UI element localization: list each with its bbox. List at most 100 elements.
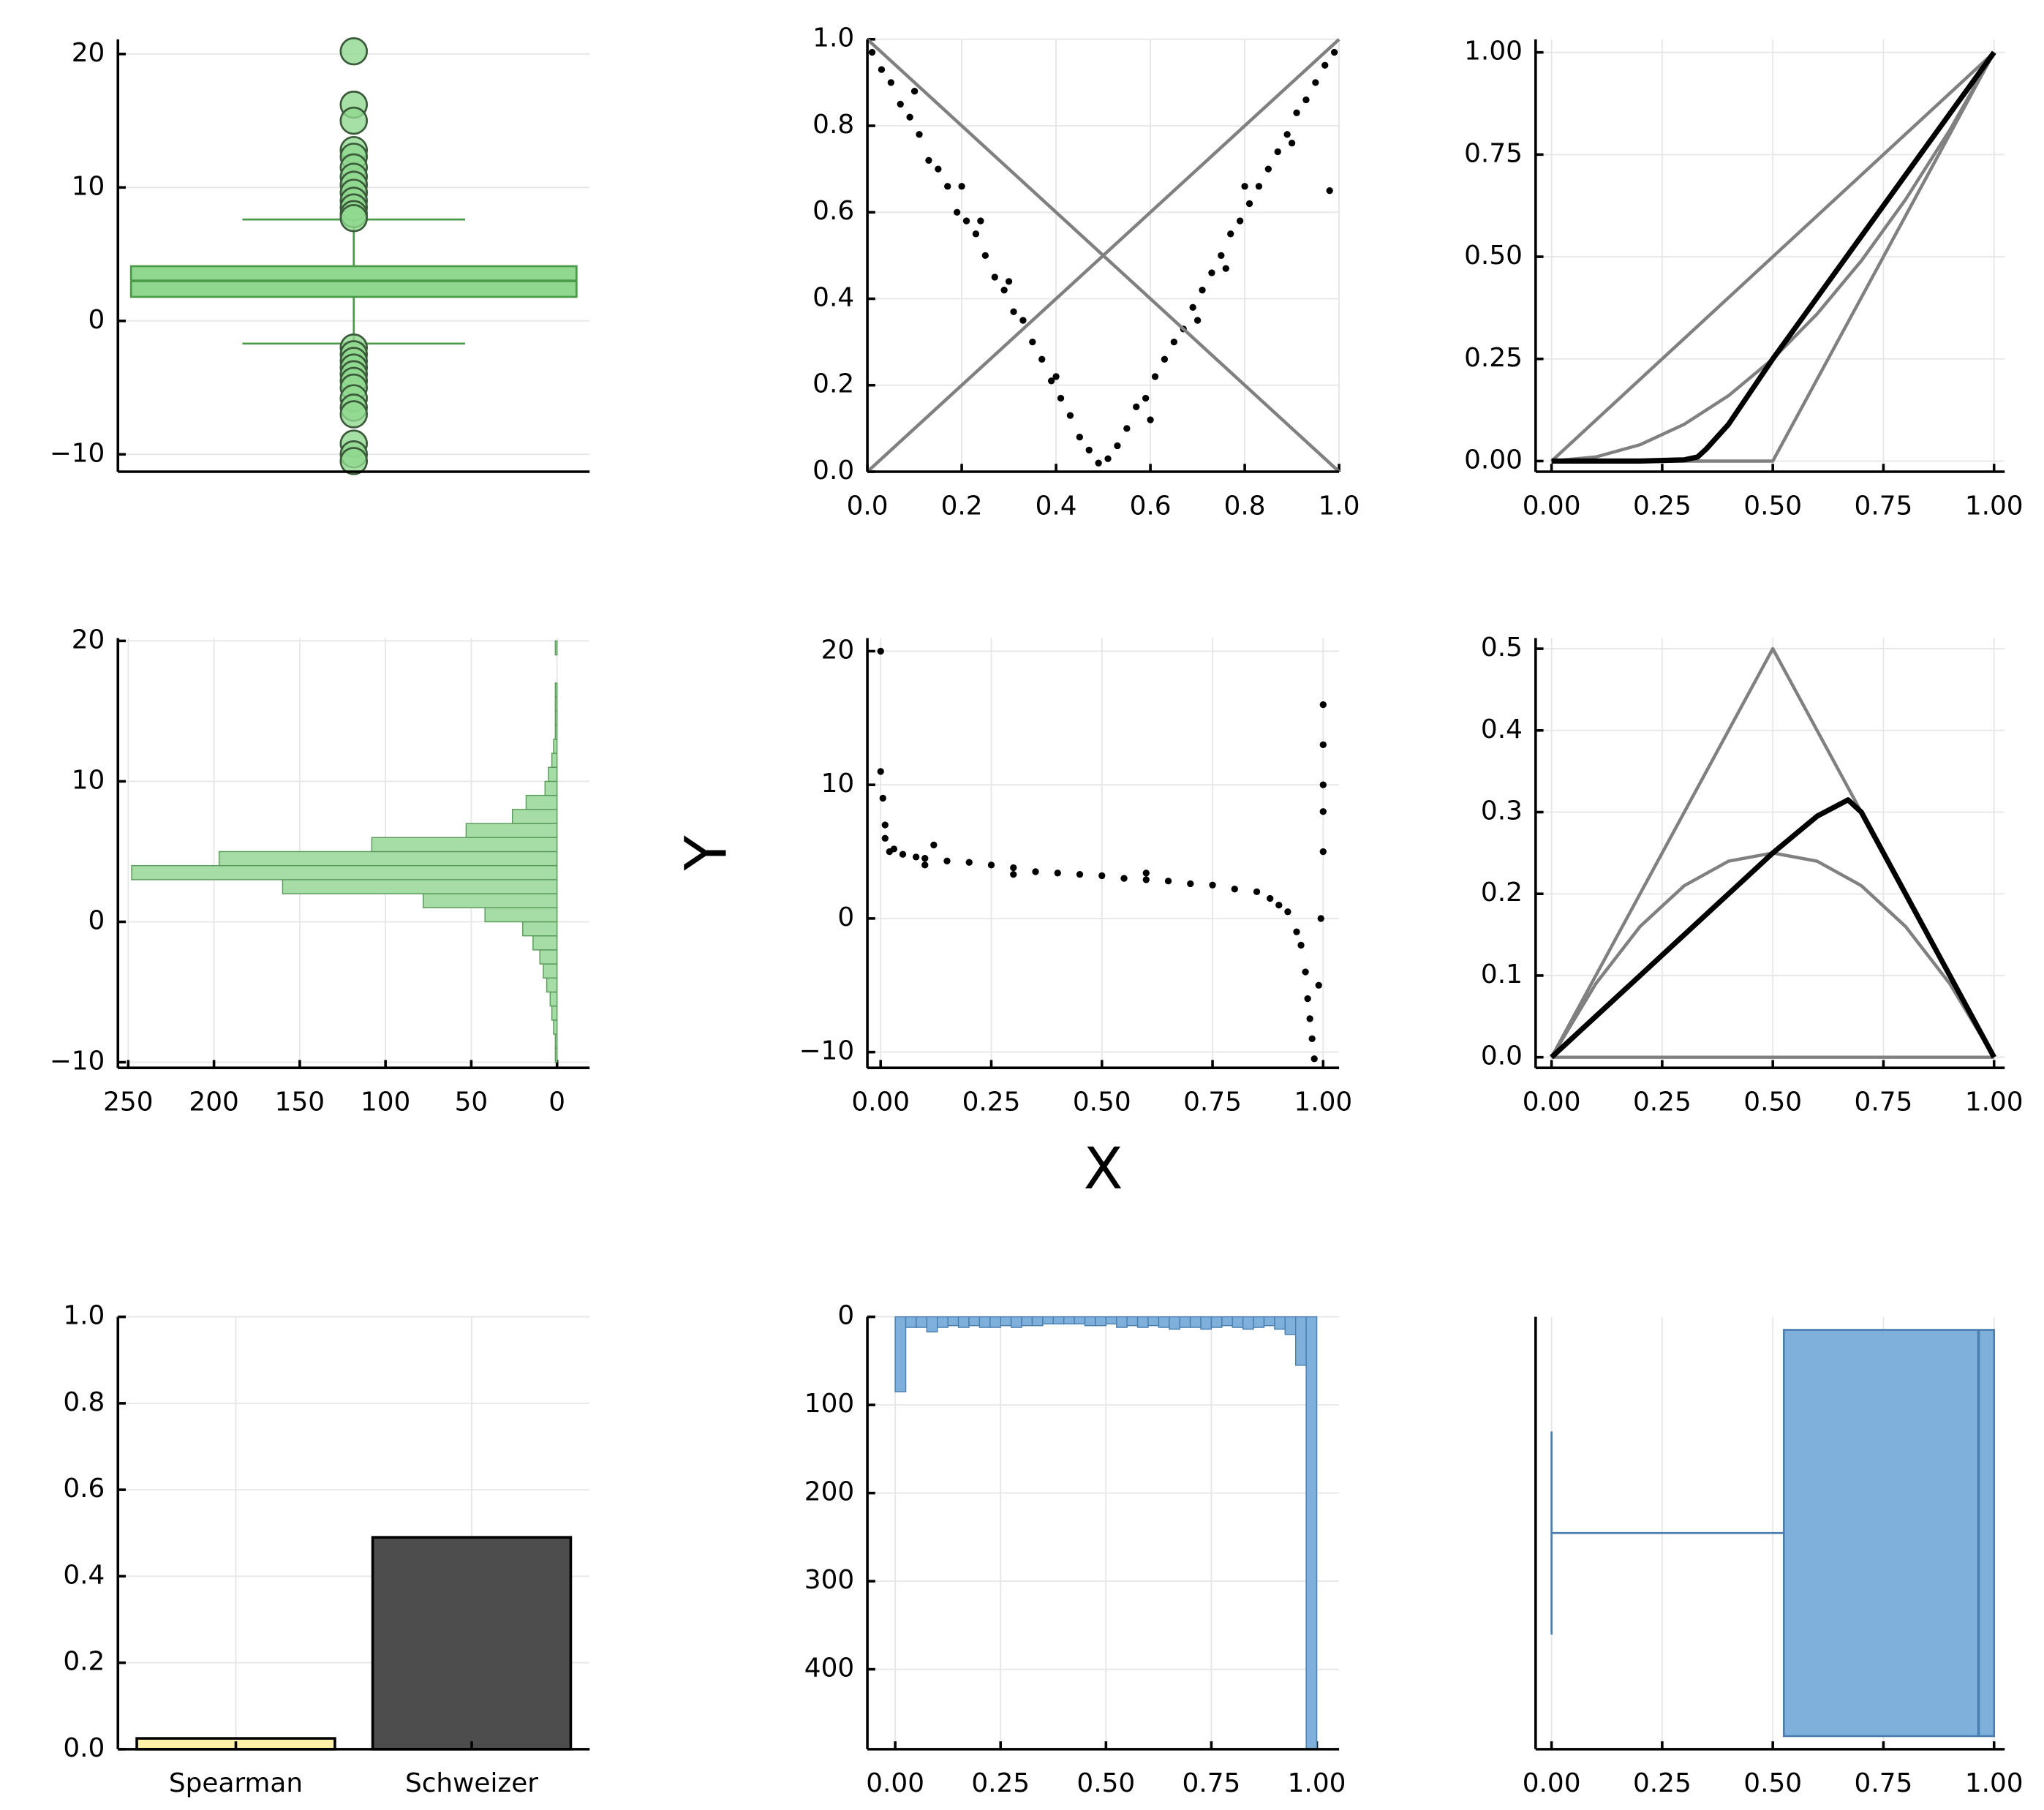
bar [926,1316,938,1332]
bar [1021,1316,1033,1327]
bar [1126,1316,1139,1327]
point [987,861,995,869]
y-tick-label: 0.75 [1464,138,1523,168]
point [965,859,973,866]
point [1085,446,1093,454]
x-tick-label: 1.00 [1965,1768,2024,1798]
point [1052,373,1060,380]
bar [905,1316,917,1328]
bar [1253,1316,1265,1328]
x-tick-label: 0.6 [1130,491,1172,521]
point [1222,265,1229,272]
bar [1189,1316,1202,1328]
x-tick-label: 0.25 [1633,1087,1692,1117]
bar [544,780,558,796]
bar [554,1047,558,1063]
y-tick-label: 0.5 [1481,633,1523,663]
y-tick-label: 0.0 [63,1733,105,1763]
x-tick-label: 0.50 [1076,1768,1135,1798]
bar [1105,1316,1117,1324]
point [890,845,898,853]
y-tick-label: 0 [837,902,854,932]
bar [947,1316,959,1327]
y-tick-label: 1.00 [1464,37,1523,67]
point [1236,217,1244,225]
x-tick-label: 0 [548,1087,565,1117]
x-tick-label: 0.00 [866,1768,924,1798]
point [935,165,942,173]
point [921,855,929,862]
y-tick-label: 100 [804,1389,854,1419]
bar [1031,1316,1044,1327]
y-tick-label: 0.2 [812,369,854,399]
point [1142,394,1150,402]
point [1104,455,1112,462]
x-tick-label: 0.25 [1633,1768,1692,1798]
bar [1158,1316,1170,1328]
y-tick-label: 0 [88,305,105,335]
y-tick-label: 10 [821,769,855,799]
bar [543,963,558,979]
bar [1210,1316,1223,1328]
bar [218,851,558,867]
bar [423,893,558,908]
bar [1263,1316,1275,1327]
bar [968,1316,981,1327]
point [1304,995,1311,1003]
point [991,274,998,281]
point [1319,808,1327,815]
y-tick-label: 200 [804,1477,854,1507]
point [1267,894,1274,902]
bar [957,1316,970,1328]
x-tick-label: 1.00 [1965,1087,2024,1117]
bar [554,682,558,698]
point [972,230,980,238]
x-tick-label: 1.00 [1288,1768,1346,1798]
y-tick-label: 20 [72,625,105,655]
y-tick-label: −10 [799,1036,855,1066]
point [1038,355,1046,363]
bar [539,949,558,965]
x-tick-label: 0.75 [1183,1087,1242,1117]
bar [1274,1316,1286,1330]
bar [1116,1316,1128,1328]
point [1319,701,1327,709]
point [1151,373,1159,380]
x-tick-label: Schweizer [405,1768,538,1798]
point [1010,870,1017,878]
y-tick-label: 20 [821,635,855,665]
bar [937,1316,949,1328]
bar [511,809,558,824]
bar [371,1536,573,1751]
point [1306,1015,1313,1022]
line [1550,797,1996,1060]
point [1066,412,1074,419]
point [1283,131,1291,138]
y-tick-label: 0 [837,1301,854,1331]
bar [1200,1316,1213,1330]
point [1293,109,1300,116]
point [930,841,938,849]
bar [546,977,558,993]
bar [1305,1316,1318,1749]
outlier [339,447,369,475]
point [1047,377,1055,385]
point [1302,96,1310,104]
line [866,38,1340,473]
bar [1242,1316,1254,1330]
point [1264,165,1272,173]
box [1782,1329,1996,1738]
point [1142,876,1150,883]
point [899,851,907,858]
x-tick-label: 0.75 [1855,491,1913,521]
point [1253,888,1261,896]
bar [1010,1316,1022,1328]
point [1095,459,1102,467]
outlier [339,400,369,429]
point [1029,338,1036,346]
x-tick-label: 0.25 [962,1087,1021,1117]
point [1199,287,1206,294]
point [1297,941,1305,949]
point [1319,781,1327,788]
point [1147,416,1154,423]
